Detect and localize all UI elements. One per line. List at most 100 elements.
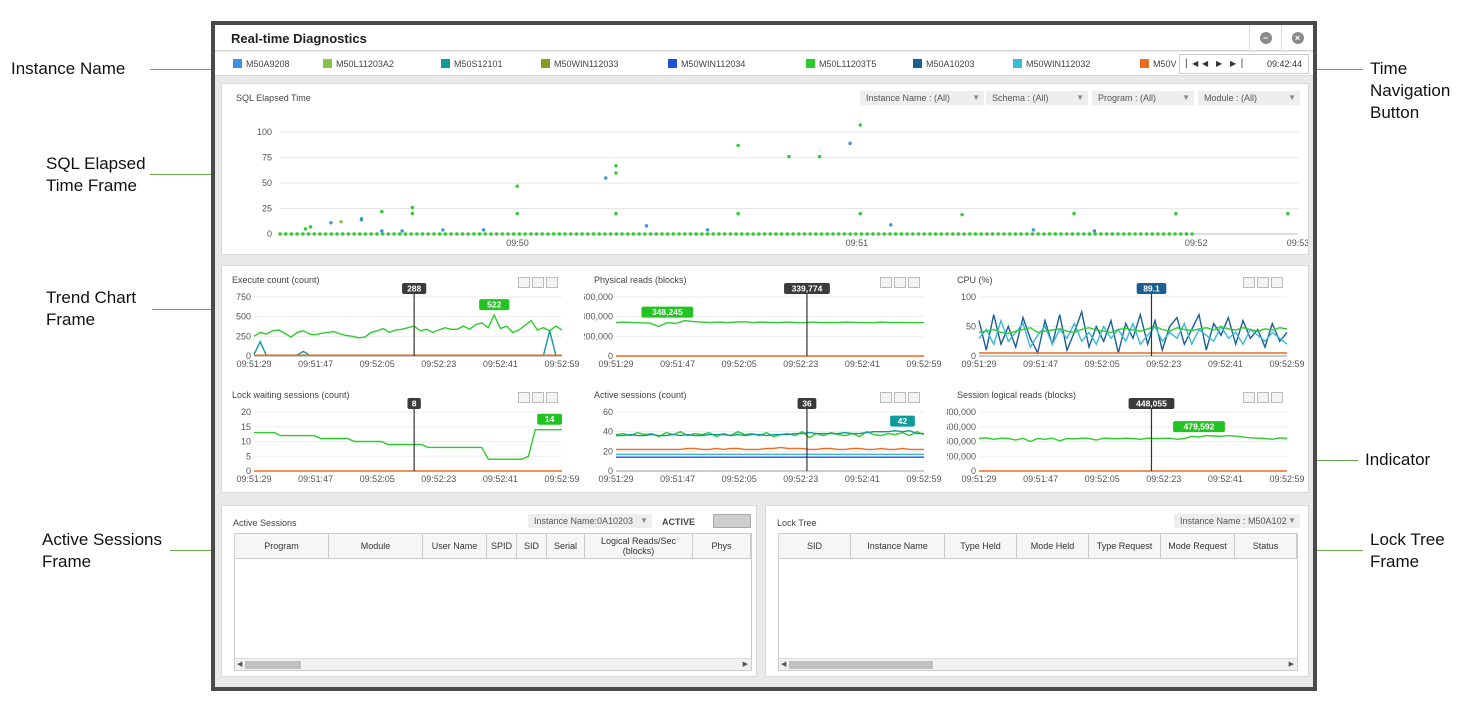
filter-value: (All) [934, 93, 951, 103]
data-point [705, 232, 710, 236]
y-tick-label: 5 [246, 451, 251, 461]
instance-item[interactable]: M50A10203 [913, 59, 975, 69]
filter-module[interactable]: Module : (All) ▼ [1198, 91, 1300, 105]
bar-chart-icon[interactable] [1243, 277, 1255, 288]
data-point [660, 232, 664, 236]
column-header[interactable]: Status [1235, 534, 1297, 558]
data-point [523, 232, 527, 236]
x-tick-label: 09:52:41 [1208, 474, 1243, 484]
prev-icon[interactable]: ◀ [1202, 59, 1209, 68]
export-icon[interactable] [532, 392, 544, 403]
filter-instance-name[interactable]: Instance Name : (All) ▼ [860, 91, 984, 105]
data-point [614, 164, 618, 168]
column-header[interactable]: Mode Held [1017, 534, 1089, 558]
instance-item[interactable]: M50L11203T5 [806, 59, 876, 69]
export-icon[interactable] [1257, 277, 1269, 288]
next-icon[interactable]: ▶ [1216, 59, 1223, 68]
export-icon[interactable] [894, 277, 906, 288]
filter-program[interactable]: Program : (All) ▼ [1092, 91, 1194, 105]
data-point [580, 232, 584, 236]
data-point [960, 212, 964, 217]
instance-item[interactable]: M50V [1140, 59, 1177, 69]
scroll-thumb[interactable] [245, 661, 301, 669]
export-icon[interactable] [894, 392, 906, 403]
column-header[interactable]: SID [779, 534, 851, 558]
filter-label: Module [1204, 93, 1234, 103]
x-tick-label: 09:52:59 [906, 474, 941, 484]
value-label: 42 [898, 416, 908, 426]
bar-chart-icon[interactable] [1243, 392, 1255, 403]
close-button[interactable]: × [1281, 25, 1313, 51]
instance-item[interactable]: M50S12101 [441, 59, 503, 69]
scroll-right-icon[interactable]: ▶ [1288, 661, 1294, 668]
data-point [677, 232, 681, 236]
bar-chart-icon[interactable] [880, 392, 892, 403]
x-tick-label: 09:52:59 [544, 359, 579, 369]
column-header[interactable]: SPID [487, 534, 517, 558]
data-point [1286, 211, 1290, 216]
data-point [500, 232, 505, 236]
minimize-button[interactable]: − [1249, 25, 1281, 51]
export-icon[interactable] [532, 277, 544, 288]
active-toggle[interactable] [713, 514, 751, 528]
scroll-thumb[interactable] [789, 661, 933, 669]
active-toggle-label: ACTIVE [662, 517, 696, 527]
data-point [973, 232, 978, 236]
data-point [865, 232, 869, 236]
instance-item[interactable]: M50WIN112033 [541, 59, 618, 69]
scroll-left-icon[interactable]: ◀ [237, 661, 243, 668]
data-point [968, 232, 972, 236]
export-icon[interactable] [1257, 392, 1269, 403]
data-point [979, 232, 983, 236]
data-point [284, 232, 288, 236]
data-point [603, 232, 607, 236]
column-header[interactable]: Module [329, 534, 423, 558]
scroll-left-icon[interactable]: ◀ [781, 661, 787, 668]
filter-schema[interactable]: Schema : (All) ▼ [986, 91, 1088, 105]
horizontal-scrollbar[interactable]: ◀ ▶ [779, 658, 1297, 670]
menu-icon[interactable] [908, 277, 920, 288]
callout-time-nav: Time Navigation Button [1370, 58, 1450, 124]
instance-item[interactable]: M50WIN112034 [668, 59, 745, 69]
first-icon[interactable]: ▏◀ [1186, 59, 1199, 68]
menu-icon[interactable] [908, 392, 920, 403]
data-point [922, 232, 926, 236]
bar-chart-icon[interactable] [518, 392, 530, 403]
menu-icon[interactable] [1271, 277, 1283, 288]
instance-item[interactable]: M50WIN112032 [1013, 59, 1090, 69]
column-header[interactable]: Mode Request [1161, 534, 1235, 558]
column-header[interactable]: User Name [423, 534, 487, 558]
lock-instance-filter[interactable]: Instance Name : M50A102 ▼ [1174, 514, 1300, 528]
instance-item[interactable]: M50L11203A2 [323, 59, 394, 69]
menu-icon[interactable] [1271, 392, 1283, 403]
menu-icon[interactable] [546, 277, 558, 288]
scroll-right-icon[interactable]: ▶ [742, 661, 748, 668]
column-header[interactable]: Program [235, 534, 329, 558]
instance-item[interactable]: M50A9208 [233, 59, 290, 69]
column-header[interactable]: Type Request [1089, 534, 1161, 558]
last-icon[interactable]: ▶▕ [1230, 59, 1243, 68]
column-header[interactable]: SID [517, 534, 547, 558]
data-point [711, 232, 715, 236]
trend-chart-title: Lock waiting sessions (count) [232, 390, 350, 400]
x-tick-label: 09:51:47 [660, 359, 695, 369]
column-header[interactable]: Phys [693, 534, 751, 558]
y-tick-label: 750 [236, 292, 251, 302]
x-tick-label: 09:51 [846, 238, 869, 248]
data-point [335, 232, 339, 236]
trend-chart: CPU (%) 0 50 100 09:51:29 09:51:47 09:52:05 09:… [947, 266, 1309, 381]
bar-chart-icon[interactable] [880, 277, 892, 288]
trend-chart-svg: 0 200,000 400,000 600,000 09:51:29 09:51:47 09… [584, 283, 942, 369]
active-instance-filter[interactable]: Instance Name:0A10203 ▼ [528, 514, 652, 528]
instance-name: M50S12101 [454, 59, 503, 69]
column-header[interactable]: Serial [547, 534, 585, 558]
horizontal-scrollbar[interactable]: ◀ ▶ [235, 658, 751, 670]
bar-chart-icon[interactable] [518, 277, 530, 288]
column-header[interactable]: Instance Name [851, 534, 945, 558]
data-point [644, 224, 649, 228]
column-header[interactable]: Type Held [945, 534, 1017, 558]
data-point [380, 229, 384, 233]
diagnostics-window: Real-time Diagnostics − × M50A9208 M50L11… [211, 21, 1317, 691]
menu-icon[interactable] [546, 392, 558, 403]
column-header[interactable]: Logical Reads/Sec (blocks) [585, 534, 693, 558]
